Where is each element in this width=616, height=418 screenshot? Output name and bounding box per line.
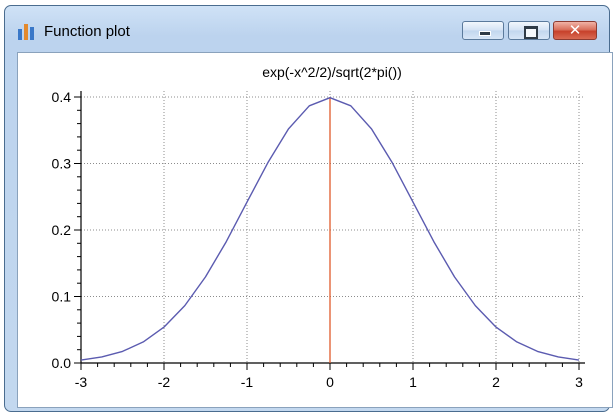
y-tick-label: 0.2 <box>52 222 72 238</box>
title-bar[interactable]: Function plot ✕ <box>5 6 609 42</box>
x-tick-label: -2 <box>158 374 171 390</box>
series-line <box>80 97 580 361</box>
function-chart: exp(-x^2/2)/sqrt(2*pi()) -3 -2 -1 0 1 2 3 0.0 0.… <box>52 64 585 390</box>
x-tick-label: 3 <box>575 374 583 390</box>
axes <box>74 91 585 370</box>
bar-chart-icon <box>18 23 36 40</box>
window-title: Function plot <box>44 23 130 40</box>
minimize-icon <box>479 31 491 36</box>
x-tick-label: -1 <box>241 374 254 390</box>
x-tick-label: 1 <box>409 374 417 390</box>
minimize-button[interactable] <box>462 21 504 40</box>
series <box>80 97 580 363</box>
tick-labels: -3 -2 -1 0 1 2 3 0.0 0.1 0.2 0.3 0.4 <box>52 89 584 390</box>
x-tick-label: 2 <box>492 374 500 390</box>
function-plot-window: Function plot ✕ exp(-x^2/2)/sqrt(2*pi())… <box>4 5 613 412</box>
maximize-button[interactable] <box>508 21 550 40</box>
y-tick-label: 0.3 <box>52 156 72 172</box>
close-icon: ✕ <box>568 21 582 39</box>
maximize-icon <box>524 26 538 39</box>
x-tick-label: -3 <box>75 374 88 390</box>
y-tick-label: 0.0 <box>52 355 72 371</box>
plot-area: exp(-x^2/2)/sqrt(2*pi()) -3 -2 -1 0 1 2 3 0.0 0.… <box>17 52 613 408</box>
y-tick-label: 0.1 <box>52 289 72 305</box>
x-tick-label: 0 <box>326 374 334 390</box>
close-button[interactable]: ✕ <box>553 21 597 40</box>
grid <box>80 91 585 364</box>
y-tick-label: 0.4 <box>52 89 72 105</box>
chart-title: exp(-x^2/2)/sqrt(2*pi()) <box>262 64 402 80</box>
